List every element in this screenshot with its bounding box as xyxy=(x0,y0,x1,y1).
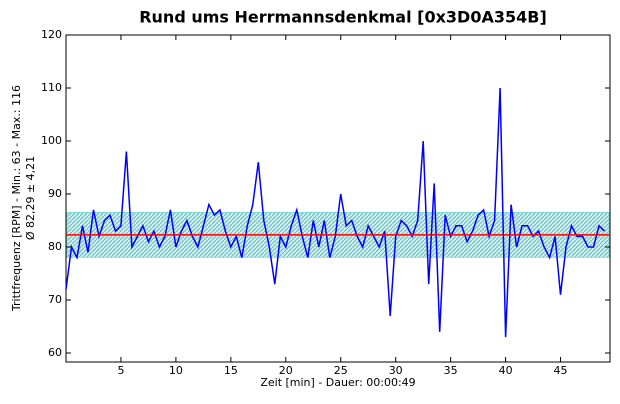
y-tick-label: 70 xyxy=(48,293,62,306)
x-tick-label: 10 xyxy=(169,364,183,377)
x-tick-label: 20 xyxy=(279,364,293,377)
x-tick-label: 5 xyxy=(117,364,124,377)
plot-area xyxy=(65,34,611,363)
y-tick-label: 120 xyxy=(41,28,62,41)
data-line xyxy=(65,87,606,338)
y-tick-label: 100 xyxy=(41,134,62,147)
y-tick-label: 90 xyxy=(48,187,62,200)
y-tick-label: 80 xyxy=(48,240,62,253)
x-axis-label: Zeit [min] - Dauer: 00:00:49 xyxy=(260,376,415,389)
x-tick-label: 15 xyxy=(224,364,238,377)
y-axis-stats: Ø 82,29 ± 4,21 xyxy=(24,156,37,240)
y-axis-label: Trittfrequenz [RPM] - Min.: 63 - Max.: 1… xyxy=(10,85,23,312)
y-tick-label: 60 xyxy=(48,346,62,359)
x-tick-label: 30 xyxy=(389,364,403,377)
chart-title: Rund ums Herrmannsdenkmal [0x3D0A354B] xyxy=(139,8,547,27)
x-tick-label: 40 xyxy=(499,364,513,377)
x-tick-label: 35 xyxy=(444,364,458,377)
x-tick-label: 25 xyxy=(334,364,348,377)
x-tick-label: 45 xyxy=(554,364,568,377)
y-tick-label: 110 xyxy=(41,81,62,94)
